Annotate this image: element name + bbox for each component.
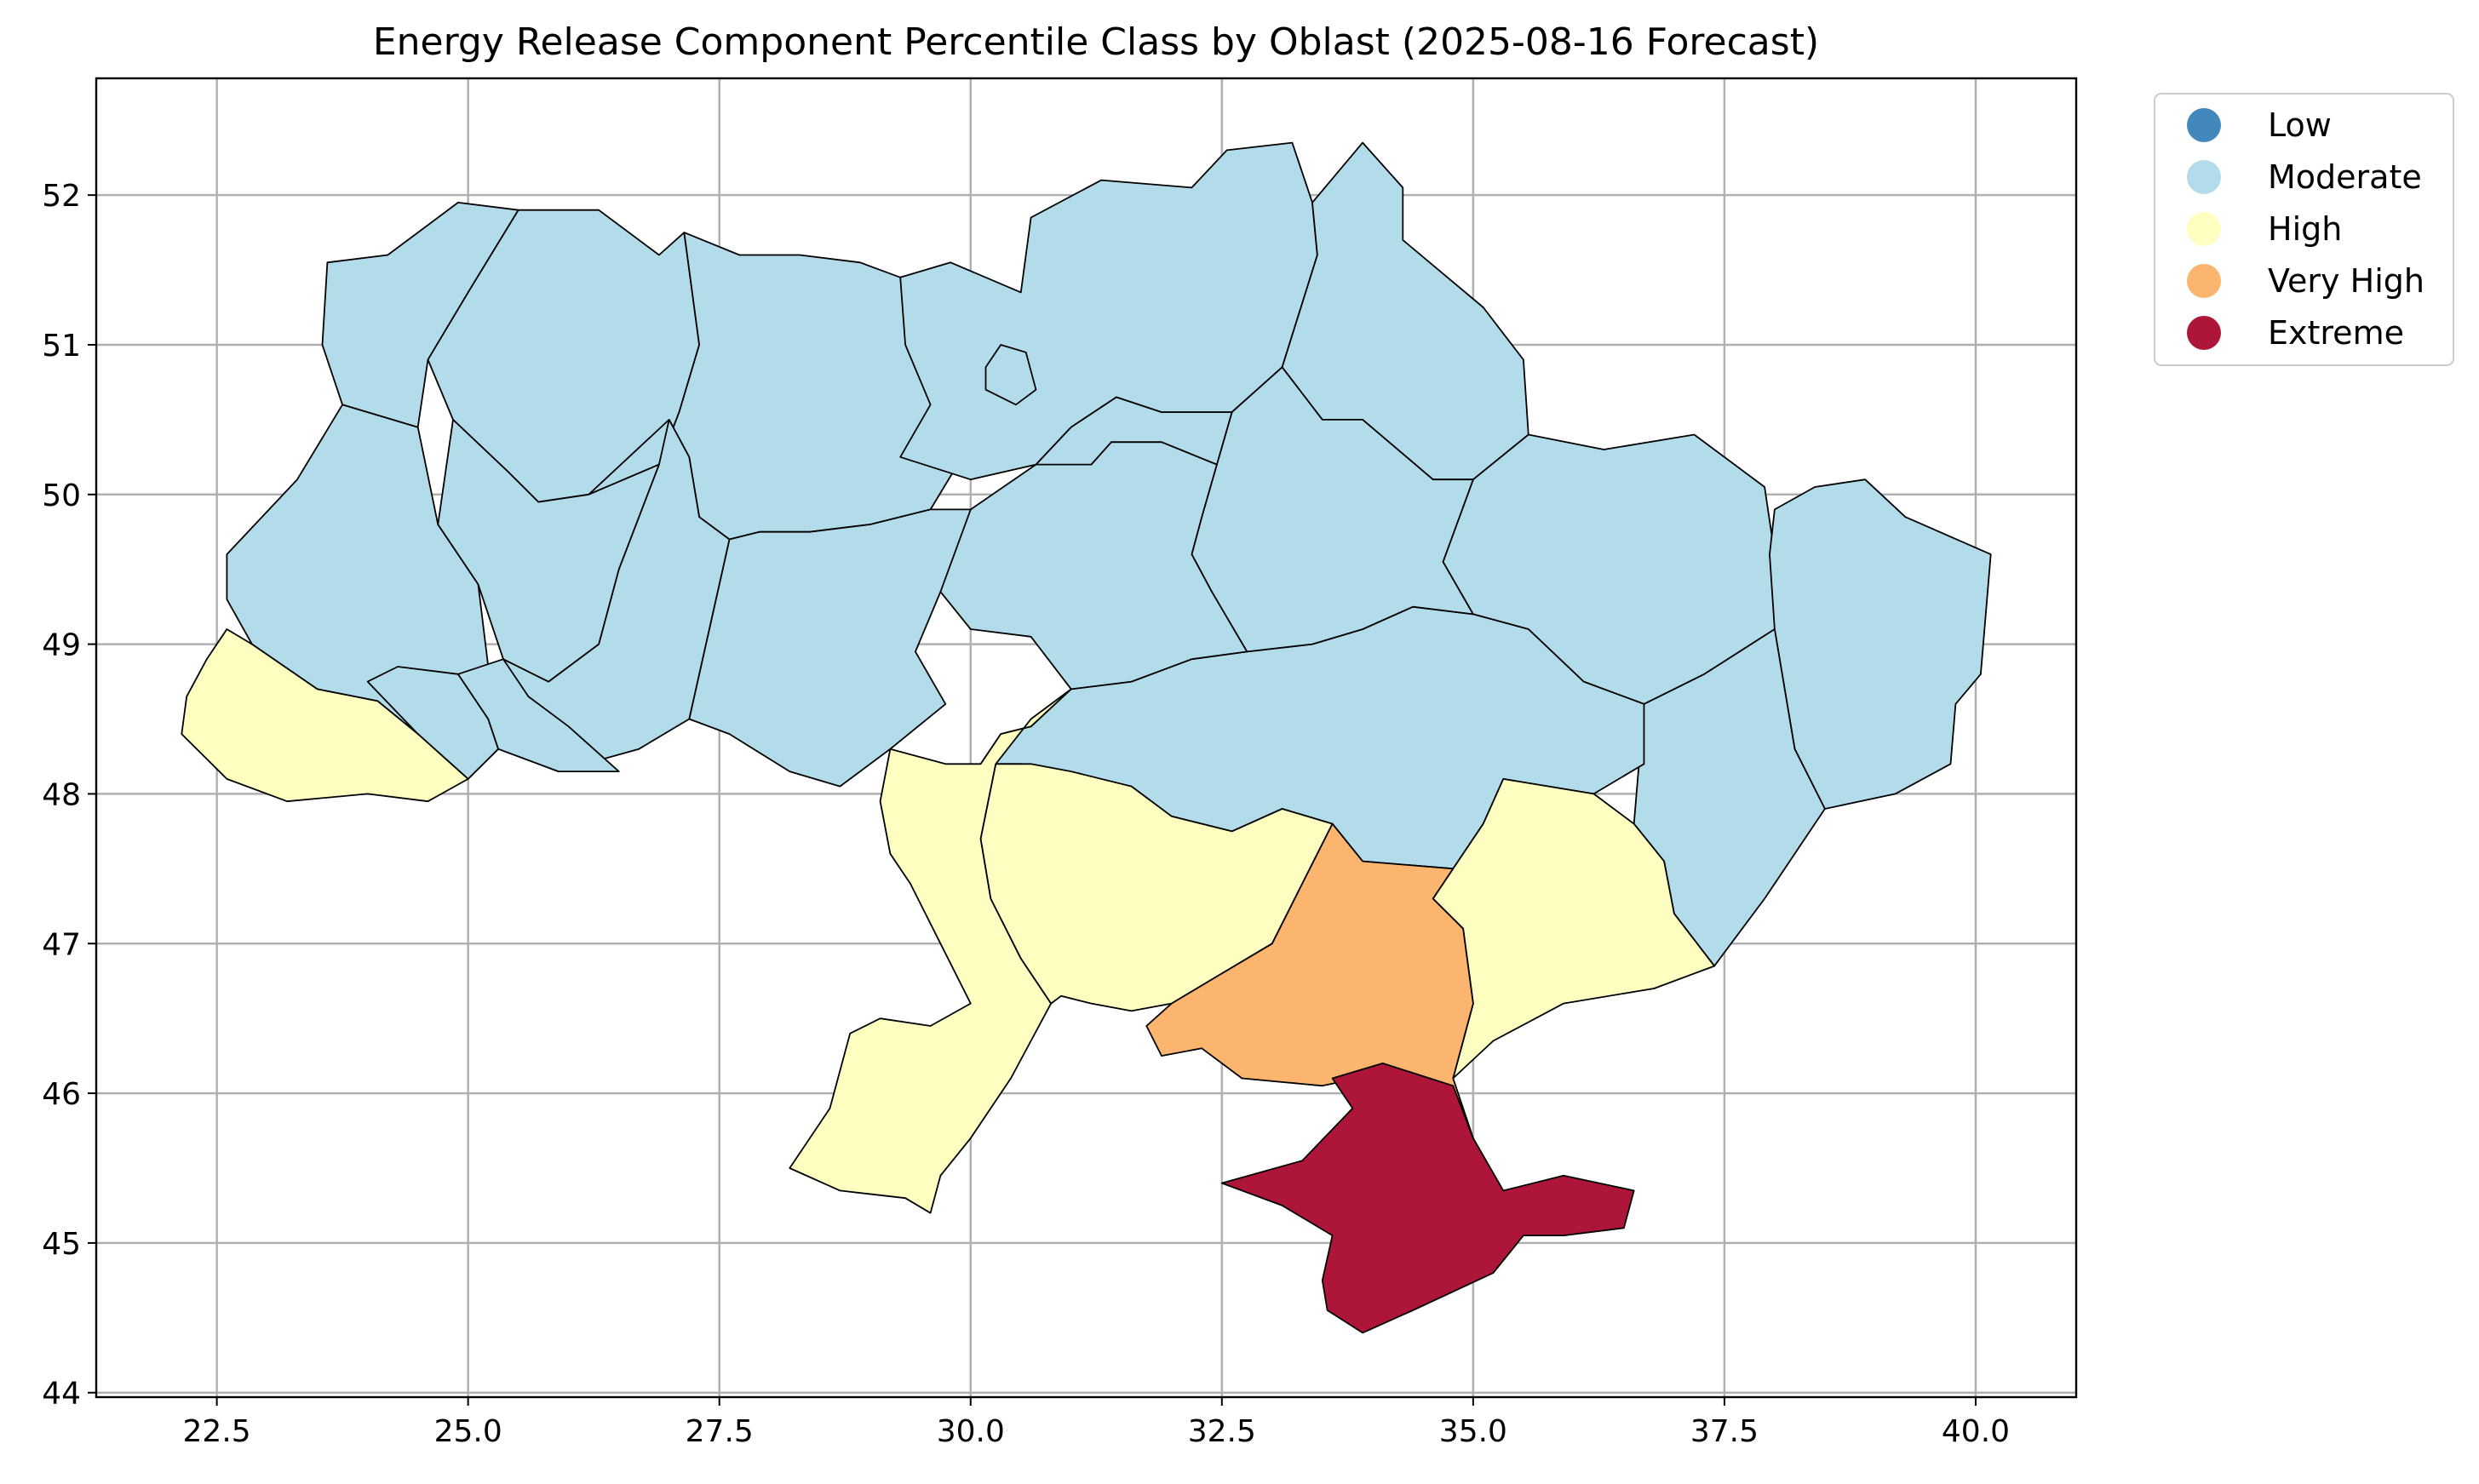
oblast-region-21 [789,688,1072,1214]
x-tick-label-5: 35.0 [1439,1414,1507,1449]
y-tick-label-8: 52 [42,179,81,214]
oblast-region-9 [1633,628,1826,967]
oblast-region-13 [688,508,972,788]
oblast-region-2 [321,202,519,428]
legend-marker-3 [2187,264,2221,298]
legend-marker-1 [2187,160,2221,194]
x-tick-label-4: 32.5 [1188,1414,1256,1449]
y-tick-label-0: 44 [42,1377,81,1412]
oblast-region-18 [1035,396,1233,466]
x-tick-label-1: 25.0 [434,1414,502,1449]
x-tick-label-7: 40.0 [1942,1414,2010,1449]
legend-frame [2154,93,2454,366]
legend-marker-0 [2187,108,2221,142]
chart-title: Energy Release Component Percentile Clas… [373,20,1819,64]
y-tick-label-7: 51 [42,329,81,364]
x-axis: 22.5 25.0 27.5 30.0 32.5 35.0 37.5 40.0 [183,1397,2010,1449]
x-tick-label-2: 27.5 [686,1414,754,1449]
y-tick-label-6: 50 [42,478,81,513]
legend-label-3: Very High [2268,262,2424,300]
oblast-regions [181,141,1992,1334]
oblast-region-17 [457,658,620,772]
oblast-region-12 [939,441,1248,690]
x-tick-label-6: 37.5 [1690,1414,1759,1449]
legend-items: Low Moderate High Very High Extreme [2187,106,2424,352]
legend-label-0: Low [2268,106,2332,144]
legend-marker-2 [2187,212,2221,246]
oblast-region-20 [181,628,469,803]
legend-label-1: Moderate [2268,158,2422,196]
x-tick-label-0: 22.5 [183,1414,251,1449]
oblast-region-25 [1220,1063,1635,1334]
y-tick-label-3: 47 [42,927,81,962]
oblast-region-19 [984,344,1037,406]
y-tick-label-4: 48 [42,777,81,812]
oblast-region-24 [1145,822,1474,1139]
oblast-region-8 [1769,478,1992,810]
y-tick-label-2: 46 [42,1077,81,1112]
axes-frame [95,77,2078,1399]
legend-label-2: High [2268,210,2342,248]
legend: Low Moderate High Very High Extreme [2154,93,2454,366]
y-axis: 44 45 46 47 48 49 50 51 52 [42,179,96,1412]
y-tick-label-1: 45 [42,1227,81,1262]
y-tick-label-5: 49 [42,628,81,663]
legend-marker-4 [2187,316,2221,350]
oblast-region-15 [437,419,660,683]
x-tick-label-3: 30.0 [937,1414,1005,1449]
legend-label-4: Extreme [2268,314,2404,352]
